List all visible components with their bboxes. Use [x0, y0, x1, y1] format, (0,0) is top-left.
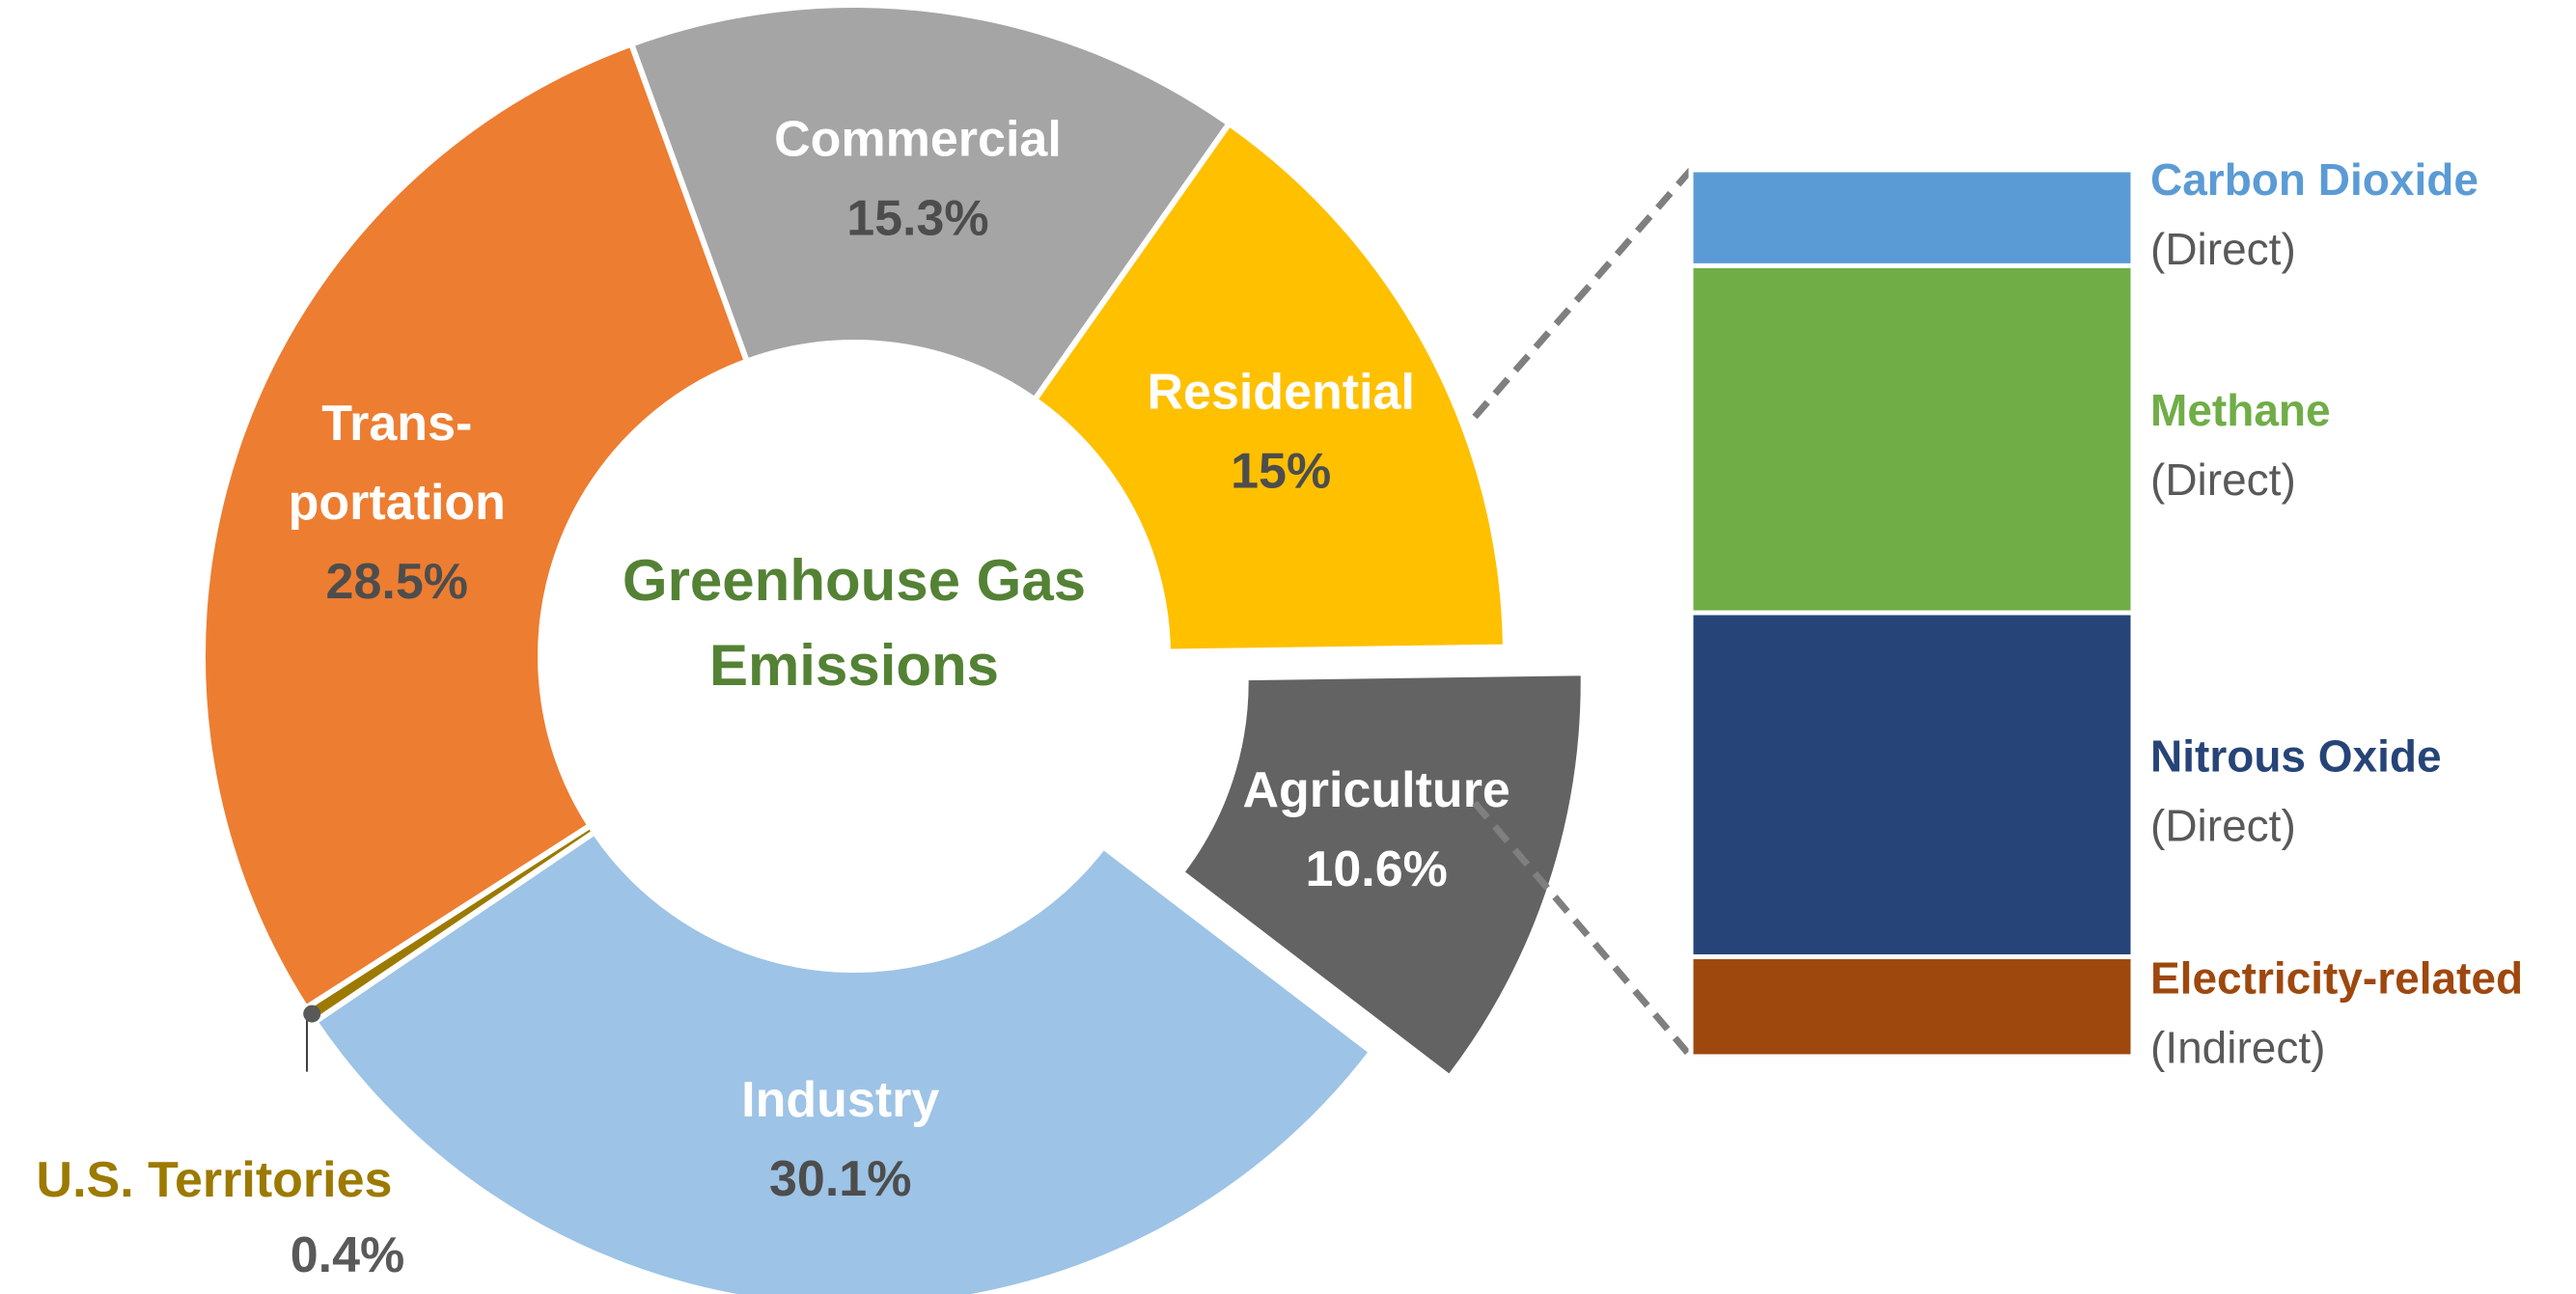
- slice-agriculture: [1177, 670, 1587, 1081]
- breakdown-connectors: [1472, 167, 1694, 1060]
- slice-value-commercial: 15.3%: [846, 190, 988, 246]
- slice-value-agriculture: 10.6%: [1305, 841, 1447, 897]
- slice-label-agriculture: Agriculture: [1242, 762, 1510, 818]
- connector-top: [1472, 167, 1694, 420]
- slice-value-us-territories: 0.4%: [291, 1227, 405, 1283]
- bar-sublabel-methane: (Direct): [2150, 454, 2296, 505]
- slice-label-transportation: portation: [289, 475, 506, 531]
- leader-dot: [303, 1005, 321, 1023]
- bar-label-nitrous-oxide: Nitrous Oxide: [2150, 730, 2442, 781]
- slice-value-industry: 30.1%: [769, 1151, 911, 1207]
- bar-label-electricity-related: Electricity-related: [2150, 952, 2523, 1003]
- connector-bottom: [1472, 800, 1694, 1060]
- bar-segment-methane: [1688, 262, 2136, 616]
- bar-segment-nitrous-oxide: [1688, 610, 2136, 960]
- bar-segment-carbon-dioxide: [1688, 167, 2136, 268]
- slice-value-residential: 15%: [1231, 444, 1331, 500]
- slice-industry: [312, 829, 1375, 1294]
- center-label: Greenhouse Gas: [623, 548, 1086, 613]
- bar-label-methane: Methane: [2150, 385, 2331, 435]
- agriculture-breakdown-bar: Carbon Dioxide (Direct) Methane (Direct) Nit…: [1688, 154, 2523, 1072]
- bar-label-carbon-dioxide: Carbon Dioxide: [2150, 154, 2479, 205]
- slice-label-industry: Industry: [741, 1072, 939, 1128]
- slice-commercial: [628, 2, 1233, 403]
- leader-line-us-territories: [306, 1012, 313, 1072]
- bar-segment-electricity-related: [1688, 954, 2136, 1060]
- slice-value-transportation: 28.5%: [326, 554, 468, 610]
- slice-label-transportation: Trans-: [321, 396, 472, 452]
- donut-chart: Agriculture 10.6% Industry 30.1% Trans-porta…: [37, 2, 1587, 1294]
- bar-sublabel-electricity-related: (Indirect): [2150, 1022, 2325, 1072]
- bar-sublabel-carbon-dioxide: (Direct): [2150, 224, 2296, 274]
- slice-transportation: [200, 41, 750, 1011]
- slice-label-us-territories: U.S. Territories: [37, 1152, 393, 1208]
- slice-label-residential: Residential: [1147, 365, 1414, 421]
- slice-label-commercial: Commercial: [774, 111, 1062, 167]
- center-label: Emissions: [709, 633, 999, 698]
- slice-residential: [1032, 121, 1509, 655]
- bar-sublabel-nitrous-oxide: (Direct): [2150, 800, 2296, 850]
